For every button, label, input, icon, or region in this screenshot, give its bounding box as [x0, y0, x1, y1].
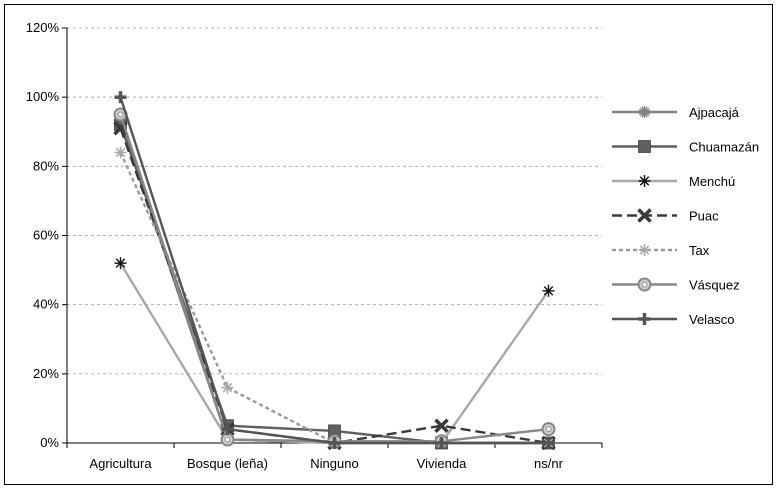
- data-point-2-0: [114, 257, 127, 270]
- y-tick-label: 60%: [33, 228, 59, 243]
- x-tick-label: Agricultura: [89, 456, 152, 471]
- legend-marker-5: [637, 277, 652, 292]
- y-tick-label: 80%: [33, 158, 59, 173]
- series-line-3: [119, 127, 549, 445]
- x-tick-label: Bosque (leña): [187, 456, 268, 471]
- data-point-6-1: [221, 423, 234, 436]
- series-line-5: [119, 114, 549, 443]
- data-point-5-4: [541, 422, 556, 437]
- chart-frame: 0% 20% 40% 60% 80% 100% 120% Agricultura Bosque …: [4, 4, 773, 485]
- legend-label: Chuamazán: [689, 140, 759, 155]
- y-tick-label: 100%: [26, 89, 60, 104]
- data-point-6-4: [542, 437, 555, 449]
- legend-marker-6: [638, 313, 651, 325]
- data-point-4-0: [114, 146, 127, 159]
- data-point-6-0: [114, 91, 127, 104]
- y-tick-label: 40%: [33, 297, 59, 312]
- x-tick-label: Vivienda: [417, 456, 467, 471]
- legend-marker-2: [638, 175, 651, 187]
- legend-marker-1: [638, 140, 651, 153]
- x-tick-label: Ninguno: [310, 456, 358, 471]
- y-tick-label: 120%: [26, 20, 60, 35]
- legend-marker-4: [638, 244, 651, 256]
- y-tick-label: 20%: [33, 366, 59, 381]
- legend-label: Vásquez: [689, 278, 740, 293]
- legend-label: Menchú: [689, 174, 735, 189]
- x-tick-label: ns/nr: [534, 456, 564, 471]
- line-chart: 0% 20% 40% 60% 80% 100% 120% Agricultura Bosque …: [26, 20, 759, 471]
- data-point-6-2: [328, 437, 341, 449]
- series-line-2: [119, 262, 550, 445]
- legend-marker-3: [637, 208, 652, 223]
- data-point-2-4: [542, 284, 555, 297]
- series-line-6: [119, 96, 549, 445]
- data-point-6-3: [435, 437, 448, 449]
- data-point-3-3: [434, 418, 449, 433]
- legend-label: Ajpacajá: [689, 105, 740, 120]
- legend-label: Velasco: [689, 312, 735, 327]
- legend-label: Tax: [689, 243, 710, 258]
- data-point-5-1: [220, 432, 235, 447]
- series-line-0: [119, 120, 549, 445]
- y-tick-label: 0%: [40, 435, 59, 450]
- legend-label: Puac: [689, 209, 719, 224]
- data-point-4-1: [221, 381, 234, 394]
- series-line-1: [119, 124, 549, 445]
- legend-marker-0: [638, 106, 651, 118]
